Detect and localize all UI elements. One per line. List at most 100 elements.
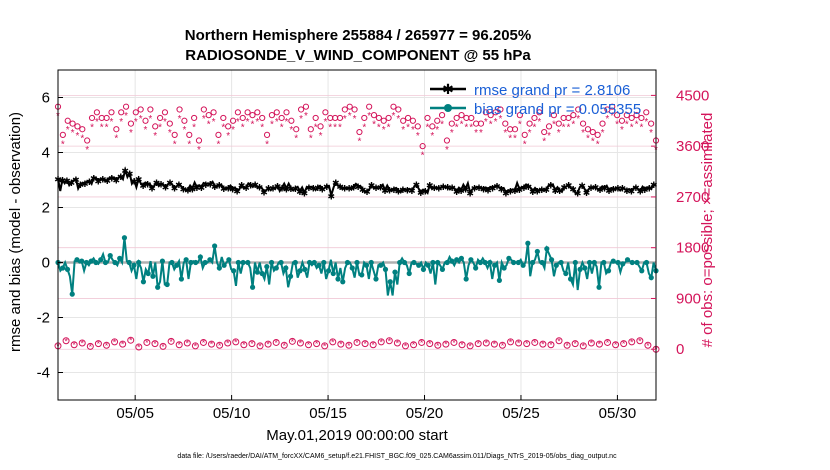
obs-possible-point: [118, 109, 125, 116]
obs-assimilated-point: *: [173, 139, 177, 150]
obs-possible-point: [618, 117, 626, 124]
obs-assimilated-point: *: [533, 122, 537, 133]
obs-assimilated-bottom-point: *: [331, 337, 335, 347]
bias-point: [155, 284, 161, 290]
obs-assimilated-bottom-point: *: [129, 336, 133, 346]
obs-possible-point: [521, 131, 528, 138]
obs-assimilated-point: *: [275, 117, 279, 128]
obs-possible-point: [614, 112, 621, 119]
obs-possible-bottom-point: [353, 338, 361, 346]
obs-possible-point: [122, 103, 130, 110]
bias-point: [397, 259, 403, 266]
rmse-point: ✱: [448, 183, 456, 193]
obs-possible-point: [244, 109, 251, 116]
bias-point: [354, 259, 360, 266]
obs-assimilated-point: *: [328, 122, 332, 133]
obs-assimilated-point: *: [178, 114, 182, 125]
obs-assimilated-bottom-point: *: [89, 342, 93, 352]
rmse-point: ✱: [305, 183, 313, 193]
bias-point: [207, 257, 213, 263]
rmse-point: ✱: [319, 185, 327, 195]
obs-assimilated-point: *: [182, 125, 186, 136]
obs-possible-point: [643, 109, 650, 116]
rmse-point: ✱: [184, 185, 192, 195]
rmse-point: ✱: [542, 185, 550, 195]
obs-series: *** * * ***** ******* *************** ********…: [54, 103, 660, 355]
obs-assimilated-point: *: [601, 128, 605, 139]
obs-assimilated-bottom-point: *: [428, 339, 432, 349]
obs-possible-bottom-point: [345, 341, 353, 349]
obs-assimilated-point: *: [289, 125, 293, 136]
obs-possible-point: [273, 109, 280, 116]
rmse-point: ✱: [314, 183, 322, 193]
bias-point: [292, 259, 298, 266]
obs-possible-bottom-point: [280, 341, 288, 349]
obs-possible-bottom-point: [240, 341, 248, 349]
obs-possible-bottom-point: [385, 337, 393, 345]
y-right-gridlines: [58, 94, 656, 350]
obs-possible-point: [409, 117, 417, 124]
obs-possible-bottom-point: [70, 341, 78, 349]
rmse-point: ✱: [283, 184, 291, 194]
rmse-point: ✱: [126, 169, 134, 179]
obs-possible-bottom-point: [523, 340, 531, 348]
obs-assimilated-bottom-point: *: [113, 337, 117, 347]
obs-possible-point: [380, 117, 387, 124]
obs-assimilated-bottom-point: *: [137, 342, 141, 352]
obs-possible-bottom-point: [313, 340, 321, 348]
y-tick-label: -2: [37, 310, 50, 327]
y-axis-label-right: # of obs: o=possible; ×=assimilated: [699, 113, 716, 348]
obs-possible-bottom-point: [159, 342, 167, 350]
bias-point: [643, 259, 650, 266]
obs-possible-point: [108, 109, 115, 116]
rmse-point: ✱: [471, 184, 479, 194]
obs-possible-bottom-point: [86, 342, 94, 350]
obs-possible-point: [229, 117, 237, 124]
bias-point: [69, 291, 75, 297]
obs-assimilated-point: *: [314, 122, 318, 133]
obs-possible-point: [88, 114, 96, 122]
obs-possible-point: [575, 106, 582, 113]
obs-assimilated-bottom-point: *: [541, 340, 545, 350]
obs-possible-bottom-point: [490, 340, 498, 348]
obs-assimilated-bottom-point: *: [638, 336, 642, 346]
rmse-point: ✱: [336, 182, 344, 192]
bias-point: [368, 259, 374, 266]
obs-assimilated-bottom-point: *: [258, 341, 262, 351]
obs-assimilated-point: *: [605, 114, 609, 125]
bias-point: [264, 264, 270, 270]
obs-assimilated-bottom-point: *: [420, 338, 424, 348]
obs-assimilated-bottom-point: *: [80, 339, 84, 349]
bias-point: [572, 259, 578, 266]
obs-assimilated-bottom-point: *: [242, 340, 246, 350]
obs-assimilated-point: *: [163, 117, 167, 128]
obs-assimilated-point: *: [571, 120, 575, 131]
obs-assimilated-point: *: [197, 145, 201, 156]
obs-possible-bottom-point: [321, 342, 329, 350]
bias-point: [188, 259, 194, 266]
bias-point: [382, 266, 389, 272]
obs-possible-bottom-point: [628, 338, 636, 346]
rmse-point: ✱: [475, 183, 483, 193]
obs-possible-bottom-point: [216, 341, 224, 349]
rmse-point: ✱: [247, 180, 255, 190]
obs-possible-point: [424, 114, 431, 122]
obs-possible-point: [205, 112, 212, 119]
obs-assimilated-bottom-point: *: [299, 339, 303, 349]
obs-assimilated-point: *: [348, 111, 352, 122]
x-tick-label: 05/20: [406, 405, 444, 422]
rmse-point: ✱: [345, 184, 353, 194]
rmse-point: ✱: [278, 183, 286, 193]
obs-assimilated-point: *: [255, 117, 259, 128]
obs-assimilated-bottom-point: *: [186, 339, 190, 349]
obs-assimilated-point: *: [66, 125, 70, 136]
rmse-point: ✱: [466, 188, 474, 198]
rmse-point: ✱: [310, 183, 318, 193]
obs-assimilated-bottom-point: *: [614, 340, 618, 350]
obs-assimilated-point: *: [144, 125, 148, 136]
rmse-point: ✱: [551, 186, 559, 196]
bias-point: [193, 259, 199, 266]
obs-assimilated-bottom-point: *: [371, 340, 375, 350]
y-axis: -4 -2 0 2 4 6: [37, 90, 63, 382]
rmse-point: ✱: [596, 185, 604, 195]
